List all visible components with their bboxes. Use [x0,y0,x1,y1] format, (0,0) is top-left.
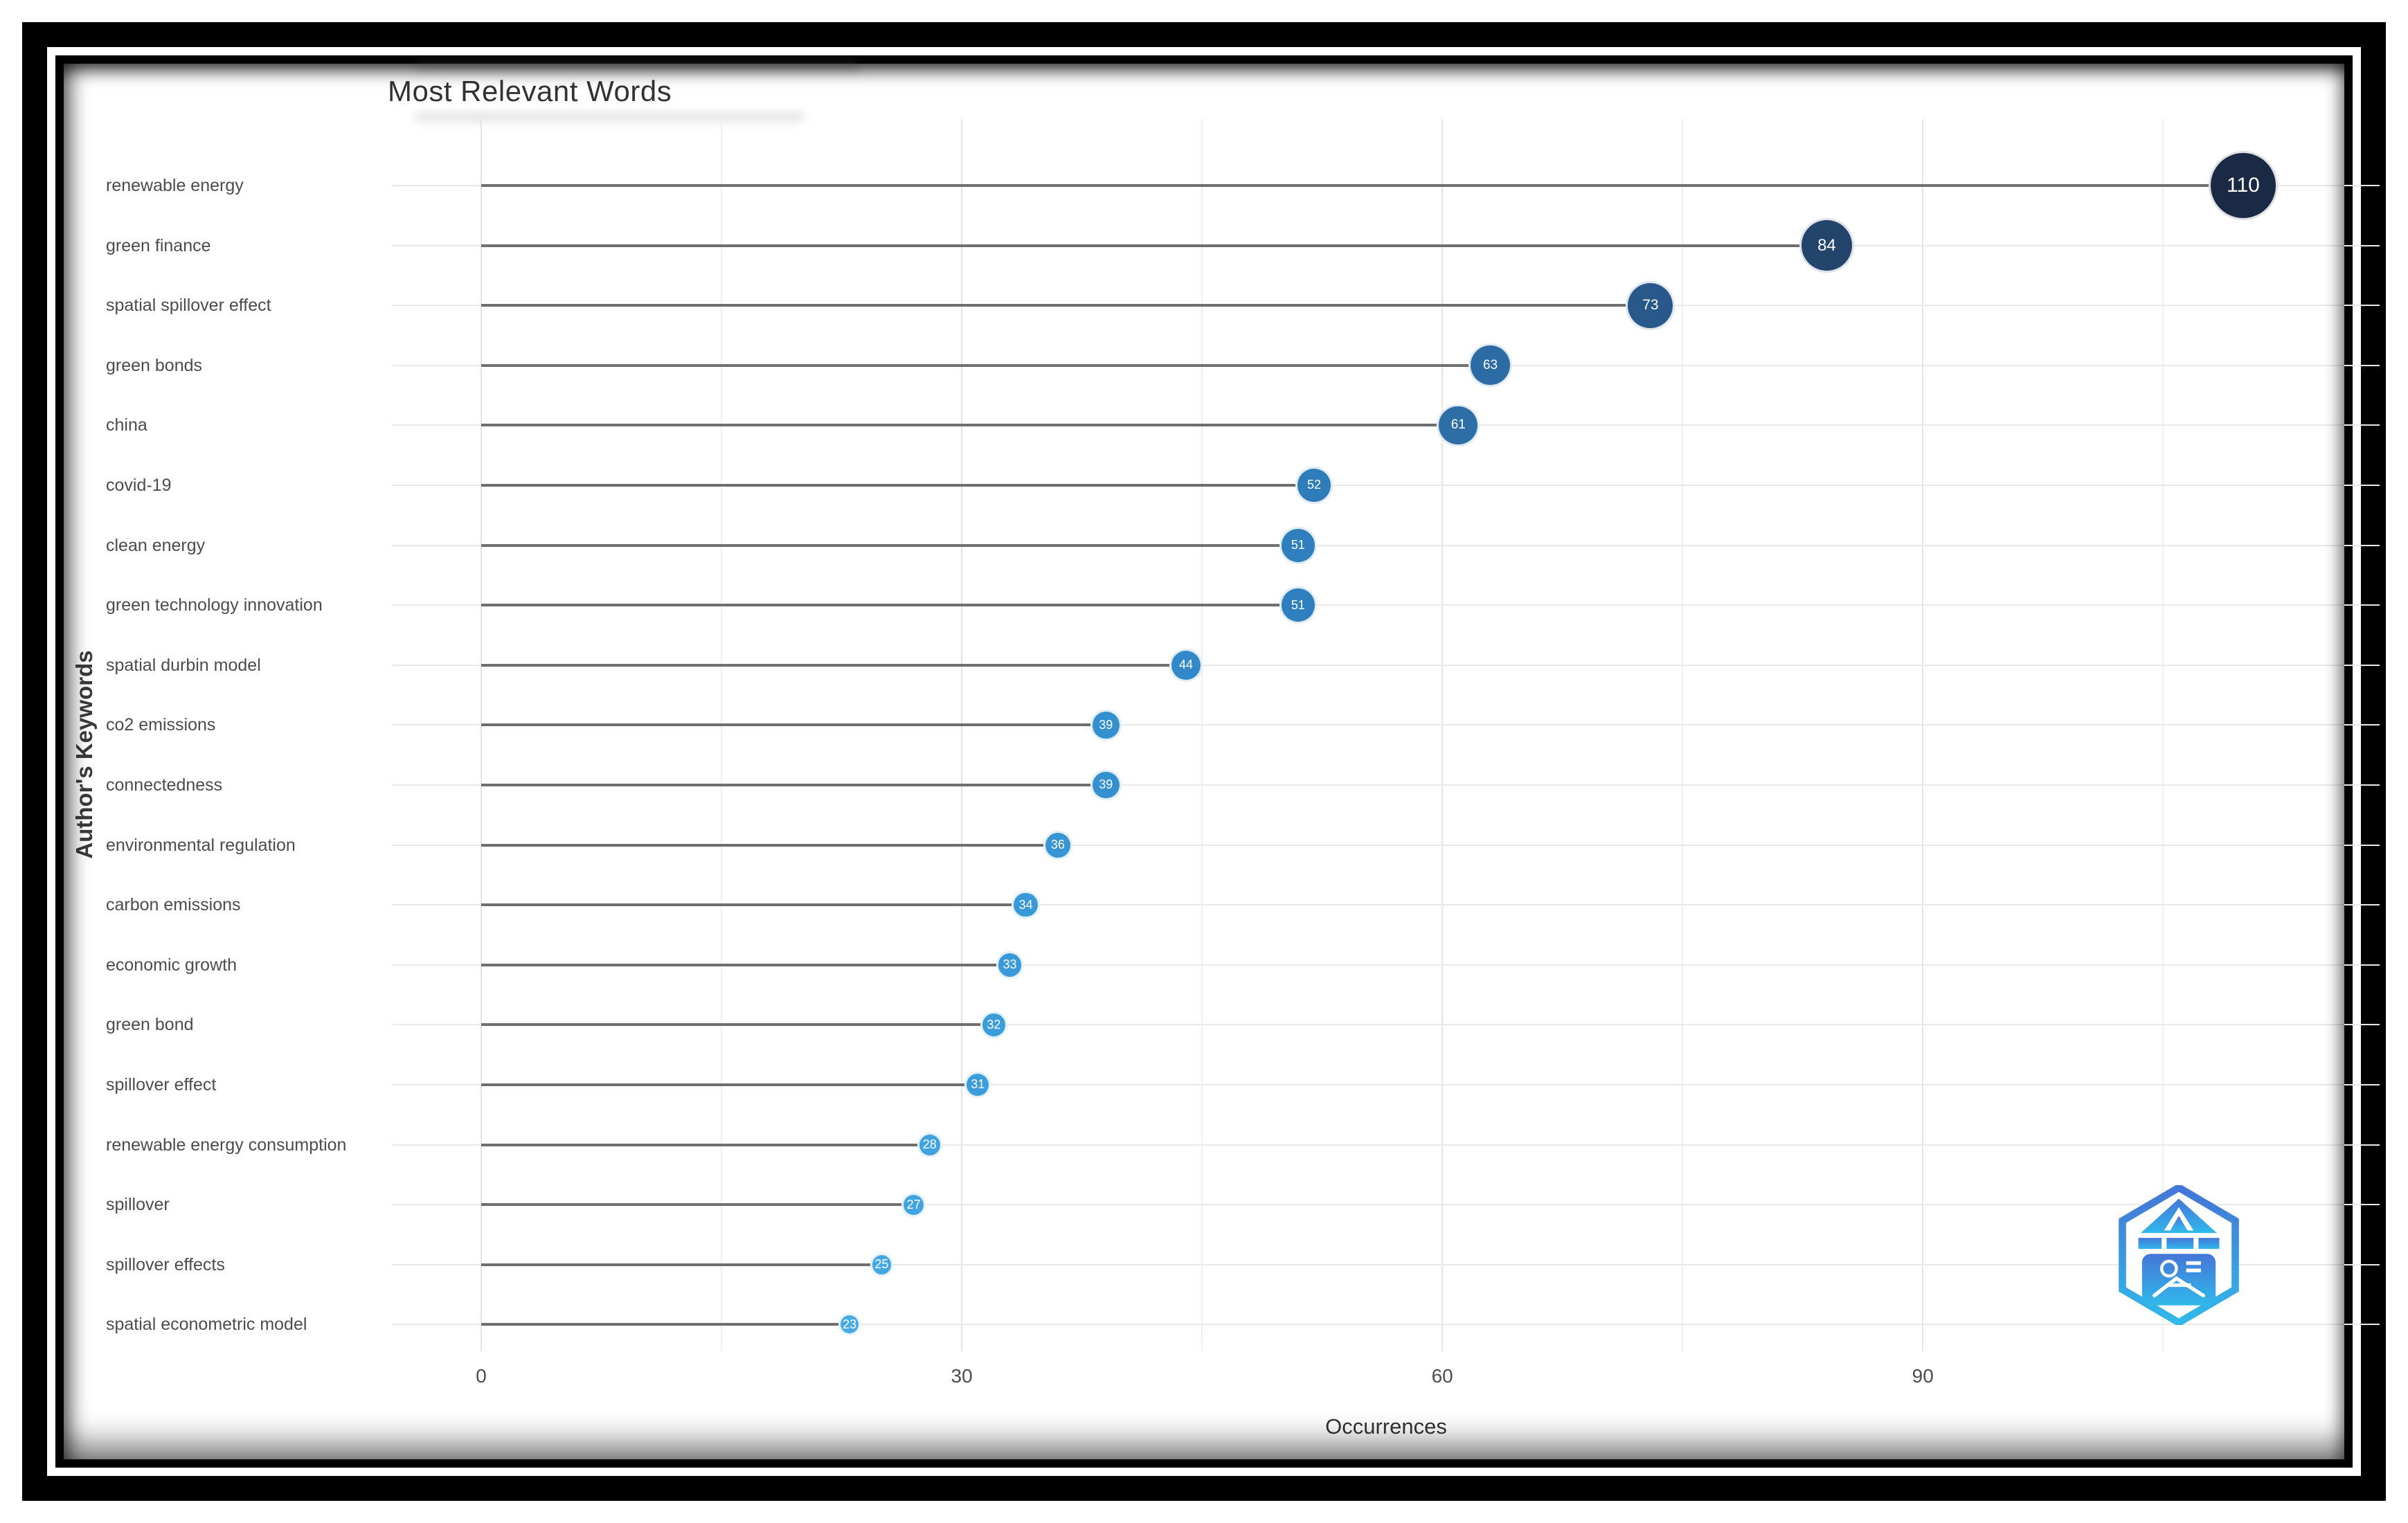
x-gridline [1201,119,1203,1351]
data-point[interactable]: 27 [901,1192,926,1217]
lollipop-stem [481,543,1298,547]
x-tick-label: 90 [1912,1365,1934,1387]
y-tick-label: environmental regulation [106,835,296,855]
y-gridline [393,485,2380,486]
lollipop-stem [481,963,1010,966]
y-tick-label: carbon emissions [106,895,241,915]
lollipop-stem [481,784,1106,786]
lollipop-stem [481,1143,930,1146]
lollipop-stem [481,363,1491,367]
lollipop-stem [481,424,1459,427]
x-gridline [1682,119,1684,1351]
y-gridline [393,964,2380,966]
y-tick-label: renewable energy consumption [106,1135,347,1155]
data-point[interactable]: 63 [1468,343,1513,388]
y-gridline [393,1024,2380,1026]
data-point[interactable]: 31 [964,1071,991,1099]
data-point[interactable]: 44 [1169,648,1203,682]
x-gridline [480,119,482,1351]
data-point[interactable]: 23 [838,1313,861,1336]
data-point[interactable]: 110 [2208,151,2278,220]
logo-watermark [2119,1185,2239,1325]
y-tick-label: renewable energy [106,176,244,195]
y-tick-label: co2 emissions [106,715,216,735]
y-tick-label: green technology innovation [106,595,323,615]
data-point[interactable]: 39 [1090,769,1122,801]
lollipop-stem [481,1023,994,1027]
y-tick-label: china [106,415,147,435]
lollipop-stem [481,1263,882,1266]
data-point[interactable]: 73 [1626,280,1675,330]
y-tick-label: spatial spillover effect [106,296,271,316]
x-gridline [721,119,723,1351]
scan-artifact-below-title [415,113,803,121]
lollipop-stem [481,1083,978,1086]
x-tick-label: 30 [951,1365,973,1387]
scan-artifact-top [415,61,859,72]
data-point[interactable]: 34 [1012,890,1040,919]
y-tick-label: connectedness [106,775,223,795]
y-tick-label: spillover effect [106,1075,217,1094]
lollipop-stem [481,304,1651,307]
y-tick-label: spatial econometric model [106,1315,307,1335]
data-point[interactable]: 61 [1437,404,1480,447]
data-point[interactable]: 84 [1799,217,1855,273]
y-gridline [393,1204,2380,1206]
logo-bar [2138,1238,2220,1250]
x-gridline [1441,119,1444,1351]
x-gridline [2162,119,2164,1351]
y-tick-label: green bonds [106,355,203,375]
logo-arrow-up-inner [2170,1216,2188,1231]
y-axis-title: Author's Keywords [71,650,97,859]
data-point[interactable]: 28 [917,1132,942,1157]
y-tick-label: spatial durbin model [106,655,261,675]
data-point[interactable]: 52 [1295,466,1333,505]
y-gridline [393,1144,2380,1146]
y-gridline [393,1084,2380,1085]
y-tick-label: spillover [106,1195,170,1215]
y-tick-label: economic growth [106,955,237,975]
x-axis-title: Occurrences [1325,1414,1447,1439]
lollipop-stem [481,1203,914,1207]
lollipop-stem [481,903,1026,907]
chart-canvas [64,64,2344,1459]
data-point[interactable]: 51 [1279,586,1317,624]
lollipop-stem [481,843,1058,847]
y-gridline [393,724,2380,726]
x-tick-label: 60 [1431,1365,1453,1387]
chart-title: Most Relevant Words [388,75,672,107]
data-point[interactable]: 33 [996,950,1024,979]
y-tick-label: covid-19 [106,476,172,495]
data-point[interactable]: 39 [1090,710,1122,741]
lollipop-stem [481,244,1827,247]
x-gridline [1922,119,1924,1351]
lollipop-stem [481,723,1106,727]
y-gridline [393,1324,2380,1326]
lollipop-stem [481,663,1186,667]
y-gridline [393,664,2380,666]
data-point[interactable]: 32 [980,1011,1007,1038]
y-gridline [393,844,2380,846]
y-gridline [393,604,2380,606]
lollipop-stem [481,184,2243,187]
x-gridline [961,119,963,1351]
y-tick-label: green finance [106,235,211,255]
y-gridline [393,1263,2380,1265]
y-tick-label: clean energy [106,535,206,555]
x-tick-label: 0 [476,1365,487,1387]
y-gridline [393,904,2380,906]
data-point[interactable]: 51 [1279,526,1317,564]
y-tick-label: spillover effects [106,1254,225,1274]
lollipop-stem [481,484,1315,487]
y-gridline [393,784,2380,786]
lollipop-stem [481,604,1298,607]
lollipop-stem [481,1323,850,1326]
y-tick-label: green bond [106,1015,194,1035]
data-point[interactable]: 36 [1043,830,1072,860]
data-point[interactable]: 25 [870,1253,894,1277]
y-gridline [393,544,2380,546]
